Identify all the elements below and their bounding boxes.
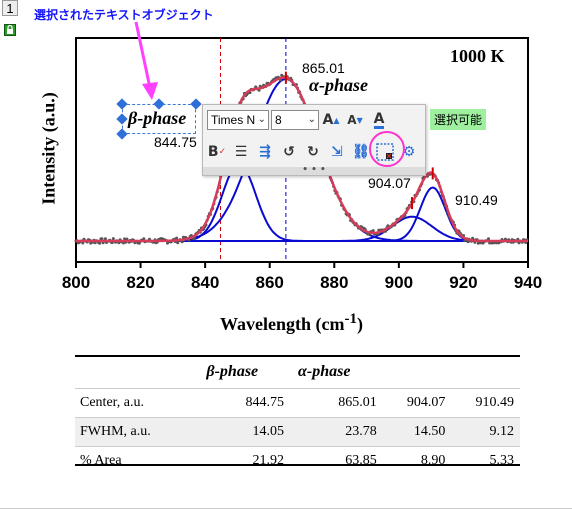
hint-label: 選択されたテキストオブジェクト bbox=[34, 8, 214, 22]
table-cell: 904.07 bbox=[382, 388, 452, 418]
table-cell: 5.33 bbox=[451, 446, 520, 475]
hint-arrow bbox=[134, 21, 152, 89]
table-cell: 844.75 bbox=[198, 388, 291, 418]
x-tick-label: 840 bbox=[191, 273, 219, 292]
data-point bbox=[98, 241, 102, 245]
spectrum-plot[interactable]: 800 820 840 860 880 900 920 940 bbox=[0, 0, 572, 300]
results-table: β-phase α-phase Center, a.u. 844.75 865.… bbox=[75, 356, 520, 475]
data-point bbox=[103, 237, 107, 241]
table-header-cell bbox=[451, 356, 520, 389]
cumulative-fit bbox=[76, 76, 528, 243]
table-header-cell bbox=[383, 356, 452, 389]
table-cell: 9.12 bbox=[451, 417, 520, 447]
table-cell: 14.05 bbox=[198, 417, 291, 447]
increase-font-icon[interactable]: A ▲ bbox=[322, 112, 340, 128]
table-top-rule bbox=[75, 355, 520, 357]
lock-icon[interactable] bbox=[4, 24, 16, 36]
page-number[interactable]: 1 bbox=[2, 0, 18, 16]
chevron-down-icon: ⌄ bbox=[257, 114, 266, 125]
plot-marks bbox=[74, 38, 529, 262]
text-wrap-icon[interactable]: ⇶ bbox=[259, 144, 271, 160]
highlight-ring bbox=[369, 131, 405, 167]
table-header-cell: β-phase bbox=[206, 363, 259, 380]
table-cell: 14.50 bbox=[382, 417, 452, 447]
x-tick-label: 860 bbox=[256, 273, 284, 292]
plot-frame bbox=[75, 37, 529, 263]
decrease-font-icon[interactable]: A ▼ bbox=[347, 113, 363, 127]
table-row: Center, a.u. 844.75 865.01 904.07 910.49 bbox=[75, 388, 520, 418]
table-cell: 63.85 bbox=[290, 446, 383, 475]
table-header-cell: α-phase bbox=[298, 363, 351, 380]
table-cell: 865.01 bbox=[290, 388, 383, 418]
font-name-value: Times N bbox=[211, 113, 256, 127]
chart-title[interactable]: 1000 K bbox=[450, 46, 505, 66]
table-cell: Center, a.u. bbox=[75, 388, 199, 418]
alpha-phase-label[interactable]: α-phase bbox=[309, 75, 368, 95]
link-icon[interactable]: ⛓ bbox=[352, 144, 370, 160]
plot-ticks: 800 820 840 860 880 900 920 940 bbox=[62, 262, 542, 292]
table-bottom-rule bbox=[75, 464, 520, 466]
toolbar-grip[interactable]: • • • bbox=[203, 166, 425, 175]
plot-axes bbox=[75, 37, 529, 263]
table-cell: 8.90 bbox=[382, 446, 452, 475]
font-color-icon[interactable]: A bbox=[373, 110, 385, 129]
connect-icon[interactable]: ⇲ bbox=[331, 144, 343, 160]
font-size-value: 8 bbox=[275, 113, 282, 127]
table-header-cell bbox=[75, 356, 198, 389]
data-point bbox=[100, 237, 104, 241]
beta-phase-label[interactable]: β-phase bbox=[128, 108, 187, 128]
table-cell: 910.49 bbox=[451, 388, 520, 418]
bold-toggle-icon[interactable]: B ✓ bbox=[207, 144, 227, 160]
data-point bbox=[181, 235, 185, 239]
chevron-down-icon: ⌄ bbox=[307, 114, 316, 125]
peak-label-844[interactable]: 844.75 bbox=[154, 134, 197, 150]
font-name-select[interactable]: Times N ⌄ bbox=[207, 110, 269, 130]
align-icon[interactable]: ☰ bbox=[234, 144, 248, 160]
data-point bbox=[142, 237, 146, 241]
x-tick-label: 920 bbox=[449, 273, 477, 292]
table-header-row: β-phase α-phase bbox=[75, 356, 520, 389]
font-size-select[interactable]: 8 ⌄ bbox=[271, 110, 319, 130]
data-point bbox=[175, 236, 179, 240]
y-axis-label: Intensity (a.u.) bbox=[38, 92, 59, 205]
x-tick-label: 900 bbox=[385, 273, 413, 292]
rotate-right-icon[interactable]: ↻ bbox=[307, 144, 319, 160]
table-cell: 21.92 bbox=[198, 446, 291, 475]
gear-icon[interactable]: ⚙ bbox=[402, 144, 416, 160]
selectable-badge: 選択可能 bbox=[430, 109, 487, 130]
x-axis-label: Wavelength (cm-1) bbox=[220, 311, 363, 334]
peak-label-904[interactable]: 904.07 bbox=[368, 175, 411, 191]
x-tick-label: 880 bbox=[320, 273, 348, 292]
x-tick-label: 800 bbox=[62, 273, 90, 292]
peak-label-865[interactable]: 865.01 bbox=[302, 60, 345, 76]
data-point bbox=[111, 237, 115, 241]
table-cell: % Area bbox=[75, 446, 199, 475]
table-cell: FWHM, a.u. bbox=[75, 417, 199, 447]
data-point bbox=[371, 229, 375, 233]
table-cell: 23.78 bbox=[290, 417, 383, 447]
x-tick-label: 820 bbox=[126, 273, 154, 292]
table-row: % Area 21.92 63.85 8.90 5.33 bbox=[75, 446, 520, 475]
data-point bbox=[487, 237, 490, 241]
x-tick-label: 940 bbox=[514, 273, 542, 292]
rotate-left-icon[interactable]: ↺ bbox=[283, 144, 295, 160]
data-point bbox=[123, 237, 127, 241]
hint-arrow-head bbox=[142, 82, 158, 100]
table-row: FWHM, a.u. 14.05 23.78 14.50 9.12 bbox=[75, 417, 520, 447]
peak-label-910[interactable]: 910.49 bbox=[455, 192, 498, 208]
page-bottom-rule bbox=[0, 508, 572, 509]
